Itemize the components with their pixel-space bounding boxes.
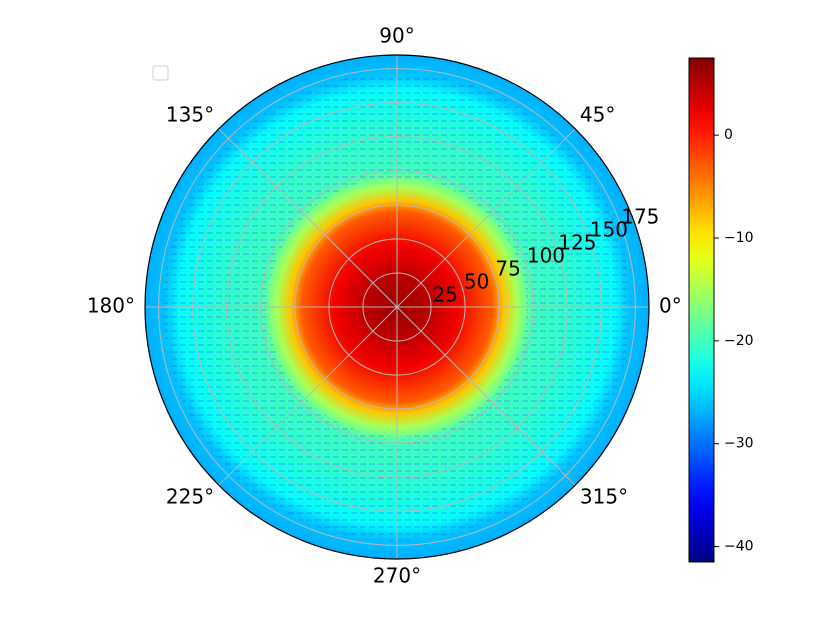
angle-tick-label-225: 225° [166, 484, 214, 508]
radial-tick-label-25: 25 [432, 282, 457, 306]
colorbar: 0 −10 −20 −30 −40 [688, 57, 754, 563]
colorbar-tick-label--30: −30 [724, 436, 754, 452]
colorbar-frame [688, 57, 715, 563]
colorbar-ticks: 0 −10 −20 −30 −40 [714, 127, 754, 555]
angular-gridline-225 [218, 306, 398, 486]
angle-tick-label-135: 135° [166, 103, 214, 127]
colorbar-tick-label-0: 0 [724, 127, 733, 143]
angular-gridline-45 [396, 128, 576, 308]
angular-gridline-135 [218, 128, 398, 308]
angle-tick-label-180: 180° [87, 294, 135, 318]
angle-tick-label-315: 315° [580, 484, 628, 508]
angular-gridline-315 [396, 306, 576, 486]
radial-tick-label-100: 100 [527, 243, 565, 267]
radial-tick-label-150: 150 [590, 217, 628, 241]
angle-tick-label-0: 0° [659, 294, 682, 318]
radial-tick-label-50: 50 [464, 269, 489, 293]
angle-tick-labels: 0° 45° 90° 135° 180° 225° 270° 315° [87, 24, 682, 588]
colorbar-fill [689, 58, 714, 562]
angle-tick-label-90: 90° [379, 24, 414, 48]
angular-gridlines [145, 55, 649, 559]
angle-tick-label-270: 270° [373, 564, 421, 588]
polar-frame [144, 54, 650, 560]
legend-box [152, 65, 169, 81]
colorbar-tick-label--40: −40 [724, 539, 754, 555]
radial-tick-label-125: 125 [558, 230, 596, 254]
angle-tick-label-45: 45° [580, 103, 615, 127]
radial-tick-label-175: 175 [621, 204, 659, 228]
colorbar-tick-label--10: −10 [724, 230, 754, 246]
colorbar-tick-label--20: −20 [724, 333, 754, 349]
radial-tick-label-75: 75 [495, 256, 520, 280]
